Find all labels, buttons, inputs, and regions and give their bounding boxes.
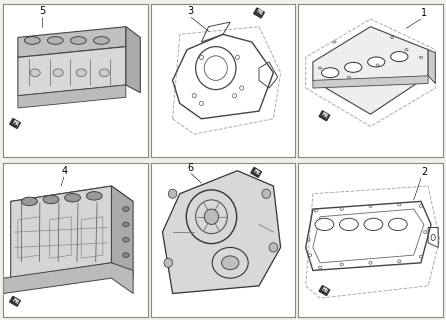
Polygon shape: [428, 50, 435, 84]
Ellipse shape: [53, 69, 63, 76]
Ellipse shape: [99, 69, 109, 76]
Text: FR: FR: [11, 120, 19, 127]
Ellipse shape: [168, 189, 177, 198]
Polygon shape: [18, 85, 126, 108]
Ellipse shape: [30, 69, 40, 76]
Ellipse shape: [65, 194, 81, 202]
Ellipse shape: [47, 36, 63, 44]
Polygon shape: [112, 186, 133, 278]
Text: FR: FR: [11, 297, 19, 305]
Ellipse shape: [345, 62, 362, 72]
Text: FR: FR: [252, 168, 260, 176]
Polygon shape: [18, 27, 126, 57]
Ellipse shape: [123, 207, 129, 212]
Text: FR: FR: [255, 9, 263, 17]
Ellipse shape: [204, 209, 219, 224]
Text: 2: 2: [421, 167, 427, 177]
Ellipse shape: [123, 253, 129, 257]
Text: FR: FR: [320, 287, 329, 294]
Ellipse shape: [364, 218, 383, 231]
Ellipse shape: [123, 237, 129, 242]
Polygon shape: [162, 171, 281, 293]
Polygon shape: [18, 47, 126, 96]
Ellipse shape: [76, 69, 86, 76]
Ellipse shape: [25, 36, 40, 44]
Polygon shape: [4, 263, 133, 293]
Polygon shape: [11, 186, 133, 217]
Text: 6: 6: [187, 163, 193, 173]
Text: 1: 1: [421, 8, 427, 18]
Text: FR: FR: [320, 112, 329, 120]
Ellipse shape: [368, 57, 385, 67]
Ellipse shape: [388, 218, 407, 231]
Ellipse shape: [86, 192, 102, 200]
Ellipse shape: [391, 52, 408, 61]
Ellipse shape: [123, 222, 129, 227]
Polygon shape: [313, 76, 428, 88]
Ellipse shape: [70, 36, 86, 44]
Ellipse shape: [43, 195, 59, 204]
Ellipse shape: [322, 68, 339, 78]
Ellipse shape: [21, 197, 37, 206]
Ellipse shape: [262, 189, 271, 198]
Text: 5: 5: [40, 6, 46, 16]
Ellipse shape: [164, 258, 173, 268]
Ellipse shape: [222, 256, 239, 270]
Ellipse shape: [94, 36, 109, 44]
Polygon shape: [11, 186, 112, 278]
Text: 4: 4: [61, 166, 67, 176]
Polygon shape: [126, 27, 140, 93]
Text: 3: 3: [187, 6, 193, 16]
Polygon shape: [313, 27, 428, 114]
Ellipse shape: [339, 218, 358, 231]
Ellipse shape: [315, 218, 334, 231]
Ellipse shape: [269, 243, 278, 252]
